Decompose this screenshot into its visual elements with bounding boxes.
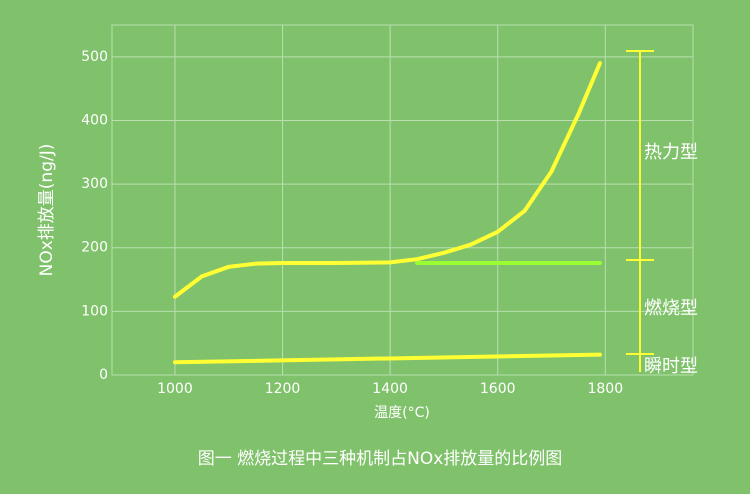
- annotation: 瞬时型: [644, 356, 698, 377]
- line: [172, 61, 602, 299]
- y-tick-label: 500: [81, 49, 108, 65]
- x-axis-label: 温度(°C): [374, 405, 430, 421]
- y-tick-label: 200: [81, 240, 108, 256]
- annotation: 热力型: [644, 142, 698, 163]
- y-axis-label: NOx排放量(ng/J): [37, 144, 57, 277]
- y-tick-label: 300: [81, 176, 108, 192]
- x-tick-label: 1400: [372, 381, 408, 397]
- plot-border: [111, 24, 694, 376]
- annotation: 燃烧型: [644, 298, 698, 319]
- x-tick-label: 1000: [157, 381, 193, 397]
- caption: 图一 燃烧过程中三种机制占NOx排放量的比例图: [198, 449, 563, 469]
- x-tick-label: 1800: [587, 381, 623, 397]
- y-tick-label: 400: [81, 112, 108, 128]
- y-tick-label: 0: [99, 367, 108, 383]
- line: [172, 352, 602, 365]
- x-tick-label: 1600: [480, 381, 516, 397]
- x-tick-label: 1200: [265, 381, 301, 397]
- y-tick-label: 100: [81, 303, 108, 319]
